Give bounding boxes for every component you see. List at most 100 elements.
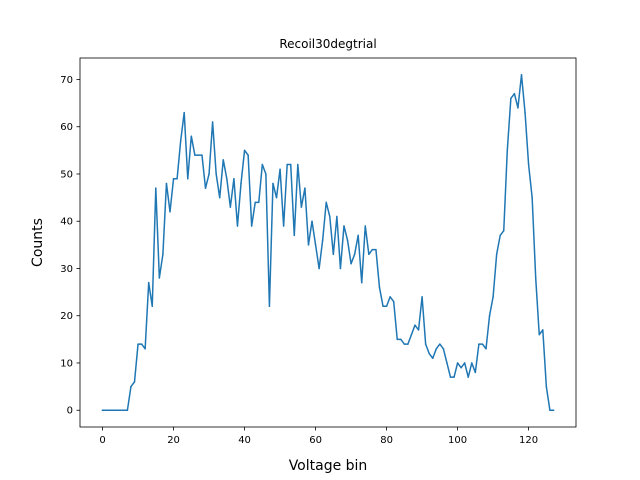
- x-tick-label: 80: [380, 435, 393, 446]
- data-point: [336, 215, 338, 218]
- data-point: [481, 343, 484, 345]
- data-point: [297, 163, 299, 166]
- data-point: [513, 92, 516, 95]
- data-point: [265, 173, 267, 175]
- data-point: [474, 371, 477, 374]
- data-point: [407, 343, 409, 345]
- data-point: [101, 409, 104, 411]
- data-point: [392, 300, 395, 303]
- y-tick-label: 30: [60, 264, 73, 275]
- data-point: [478, 343, 480, 345]
- y-tick-label: 40: [60, 217, 73, 228]
- data-point: [286, 163, 288, 166]
- data-point: [229, 206, 232, 208]
- data-point: [304, 187, 306, 189]
- data-point: [176, 177, 178, 180]
- data-point: [346, 239, 349, 241]
- data-point: [126, 409, 129, 411]
- data-point: [268, 305, 271, 308]
- data-point: [179, 140, 182, 142]
- y-tick-label: 60: [60, 122, 73, 133]
- data-point: [527, 163, 530, 166]
- data-point: [538, 333, 541, 336]
- data-point: [119, 409, 122, 411]
- data-point: [421, 296, 423, 298]
- data-point: [279, 168, 281, 171]
- data-point: [172, 177, 175, 180]
- y-tick-label: 0: [67, 406, 73, 417]
- y-tick-label: 10: [60, 358, 73, 369]
- data-point: [243, 149, 246, 152]
- data-point: [400, 338, 402, 341]
- data-point: [456, 362, 459, 364]
- data-point: [197, 154, 200, 156]
- data-point: [250, 225, 253, 227]
- data-point: [165, 182, 168, 185]
- data-point: [488, 314, 491, 317]
- data-point: [261, 163, 264, 166]
- data-point: [531, 196, 533, 199]
- data-point: [463, 362, 466, 364]
- data-point: [467, 376, 469, 378]
- series-line: [101, 74, 555, 411]
- y-axis-label: Counts: [30, 218, 46, 267]
- data-point: [403, 343, 406, 345]
- data-point: [187, 177, 189, 180]
- data-point: [204, 187, 207, 189]
- data-point: [378, 286, 381, 289]
- data-point: [542, 329, 544, 331]
- data-point: [158, 277, 161, 279]
- y-axis-ticks: 0 10 20 30 40 50 60 70: [60, 75, 80, 417]
- data-point: [211, 121, 214, 123]
- x-tick-label: 0: [99, 435, 105, 446]
- data-point: [442, 348, 445, 350]
- data-point: [282, 225, 285, 227]
- data-point: [446, 362, 448, 364]
- data-point: [545, 385, 548, 388]
- data-point: [112, 409, 114, 411]
- x-axis-ticks: 0 20 40 60 80 100 120: [99, 427, 538, 446]
- data-point: [314, 244, 317, 246]
- data-point: [414, 324, 416, 326]
- data-point: [201, 154, 203, 156]
- data-point: [169, 211, 171, 213]
- data-point: [339, 267, 342, 270]
- data-point: [368, 253, 370, 256]
- data-point: [300, 206, 303, 208]
- data-point: [332, 253, 335, 256]
- data-point: [534, 277, 537, 279]
- data-point: [364, 225, 367, 227]
- data-point: [218, 196, 221, 199]
- data-point: [517, 107, 519, 109]
- data-point: [254, 201, 256, 204]
- data-point: [293, 234, 296, 237]
- data-point: [155, 187, 157, 189]
- data-point: [510, 97, 512, 100]
- data-point: [226, 177, 228, 180]
- data-point: [417, 329, 420, 331]
- data-point: [431, 357, 434, 360]
- data-point: [375, 248, 377, 251]
- data-point: [137, 343, 139, 345]
- data-point: [233, 177, 235, 180]
- data-point: [524, 111, 526, 114]
- data-point: [222, 159, 225, 161]
- data-point: [289, 163, 292, 166]
- data-point: [495, 253, 498, 256]
- x-tick-label: 20: [167, 435, 180, 446]
- data-point: [552, 409, 555, 411]
- data-point: [272, 182, 274, 185]
- data-point: [453, 376, 455, 378]
- data-point: [183, 111, 185, 114]
- data-point: [520, 74, 523, 76]
- data-point: [506, 149, 509, 152]
- data-point: [382, 305, 384, 308]
- data-point: [318, 267, 320, 270]
- data-point: [258, 201, 260, 204]
- data-point: [321, 239, 324, 241]
- data-point: [329, 215, 331, 218]
- data-point: [247, 154, 249, 156]
- data-point: [144, 348, 146, 350]
- data-point: [140, 343, 143, 345]
